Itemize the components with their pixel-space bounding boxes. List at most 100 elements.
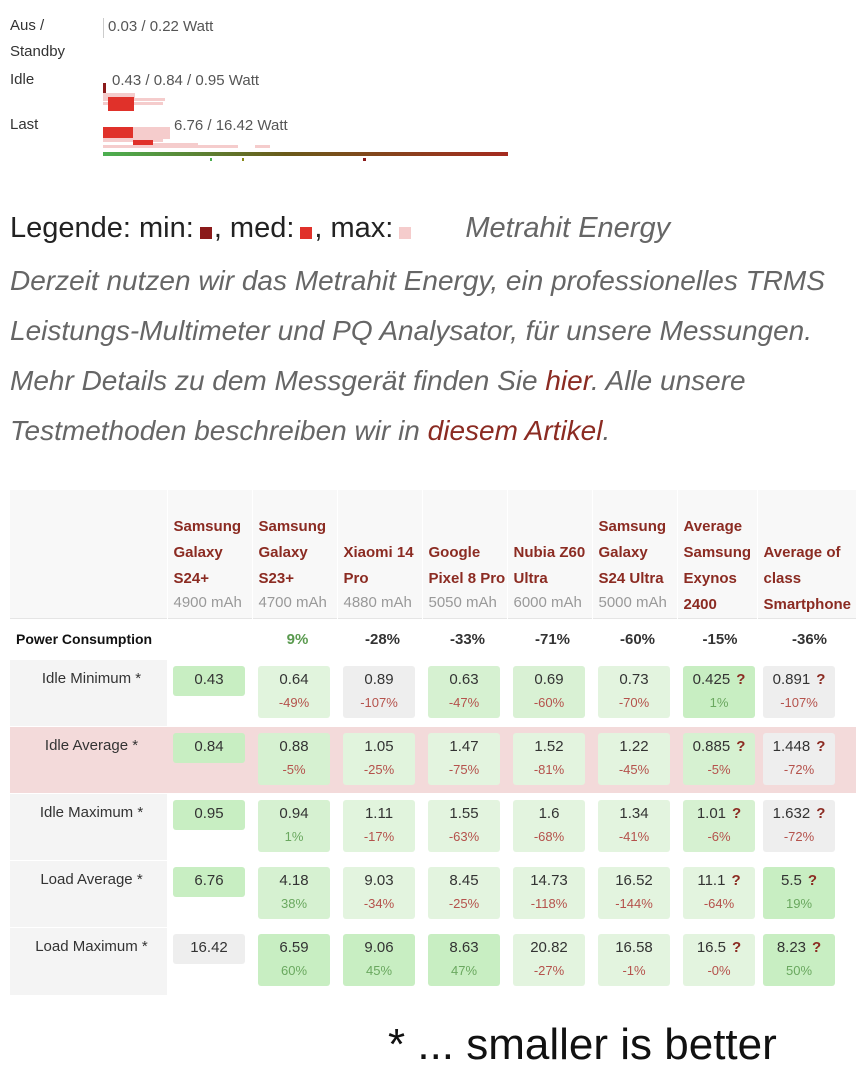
value-box: 0.84 [173, 733, 245, 763]
value-line: 8.63 [428, 938, 500, 960]
value-box: 0.69 -60% [513, 666, 585, 718]
data-cell: 1.448? -72% [757, 726, 856, 794]
data-cell: 11.1? -64% [677, 860, 757, 928]
summary-cell: -71% [507, 618, 592, 660]
diff: -47% [448, 695, 480, 710]
flag[interactable]: ? [807, 872, 818, 889]
value: 6.59 [279, 939, 309, 956]
data-cell: 1.22 -45% [592, 726, 677, 794]
standby-bar [103, 18, 104, 38]
power-bars [103, 83, 508, 161]
flag[interactable]: ? [732, 939, 742, 956]
value-box: 1.55 -63% [428, 800, 500, 852]
flag[interactable]: ? [812, 939, 822, 956]
diff: -107% [780, 695, 818, 710]
power-label: Idle [10, 71, 35, 88]
value: 0.425 [692, 671, 731, 688]
column-name[interactable]: Average of class Smartphone [763, 544, 852, 613]
value-line: 0.891? [763, 670, 835, 692]
value-line: 9.03 [343, 871, 415, 893]
column-name[interactable]: Nubia Z60 Ultra [513, 544, 586, 587]
value-box: 0.95 [173, 800, 245, 830]
value-line: 0.69 [513, 670, 585, 692]
value: 0.94 [279, 805, 309, 822]
power-label: Aus / Standby [10, 17, 66, 60]
data-cell: 8.63 47% [422, 927, 507, 995]
legend-swatch [199, 227, 212, 239]
value-line: 20.82 [513, 938, 585, 960]
flag[interactable]: ? [732, 805, 742, 822]
column-name[interactable]: Samsung Galaxy S24+ [173, 518, 242, 587]
value-line: 8.45 [428, 871, 500, 893]
column-name[interactable]: Xiaomi 14 Pro [343, 544, 414, 587]
diff: -45% [618, 762, 650, 777]
diff: 38% [280, 896, 308, 911]
diff: 1% [709, 695, 729, 710]
value-line: 1.01? [683, 804, 755, 826]
value-line: 6.76 [173, 871, 245, 893]
value-line: 0.88 [258, 737, 330, 759]
value-box: 1.01? -6% [683, 800, 755, 852]
header-cell: Google Pixel 8 Pro 5050 mAh [422, 490, 508, 619]
column-name[interactable]: Google Pixel 8 Pro [428, 544, 506, 587]
value-line: 1.05 [343, 737, 415, 759]
diff: -17% [363, 829, 395, 844]
data-cell: 1.55 -63% [422, 793, 507, 861]
summary-value: -71% [534, 630, 571, 648]
power-value: 0.43 / 0.84 / 0.95 Watt [112, 72, 260, 89]
value-box: 5.5? 19% [763, 867, 835, 919]
summary-cell: -36% [757, 618, 856, 660]
value-line: 0.885? [683, 737, 755, 759]
row-label: Load Maximum * [10, 927, 167, 995]
data-cell: 0.69 -60% [507, 659, 592, 727]
value-box: 4.18 38% [258, 867, 330, 919]
value-box: 0.88 -5% [258, 733, 330, 785]
header-cell: Average of class Smartphone [757, 490, 856, 619]
text: . [602, 415, 611, 446]
diff: -5% [282, 762, 306, 777]
flag[interactable]: ? [736, 738, 746, 755]
header-cell: Average Samsung Exynos 2400 [677, 490, 758, 619]
diff: -60% [533, 695, 565, 710]
data-cell: 6.59 60% [252, 927, 337, 995]
data-cell: 16.5? -0% [677, 927, 757, 995]
data-cell: 0.89 -107% [337, 659, 422, 727]
value-box: 1.22 -45% [598, 733, 670, 785]
link[interactable]: diesem Artikel [427, 415, 603, 446]
flag[interactable]: ? [731, 872, 741, 889]
legend-med: , med: [213, 212, 295, 244]
column-name[interactable]: Samsung Galaxy S23+ [258, 518, 327, 587]
link[interactable]: hier [545, 365, 592, 396]
value: 0.69 [534, 671, 564, 688]
flag[interactable]: ? [736, 671, 746, 688]
flag[interactable]: ? [816, 671, 826, 688]
data-cell: 16.42 [167, 927, 252, 995]
value: 0.885 [692, 738, 731, 755]
value: 1.6 [538, 805, 560, 822]
value-line: 16.5? [683, 938, 755, 960]
value-box: 0.43 [173, 666, 245, 696]
value: 11.1 [697, 872, 726, 889]
flag[interactable]: ? [816, 805, 826, 822]
value: 0.89 [364, 671, 394, 688]
value-line: 0.73 [598, 670, 670, 692]
value: 1.632 [772, 805, 811, 822]
flag[interactable]: ? [816, 738, 826, 755]
column-name[interactable]: Average Samsung Exynos 2400 [683, 518, 752, 613]
header-cell: Xiaomi 14 Pro 4880 mAh [337, 490, 423, 619]
value: 1.22 [619, 738, 649, 755]
data-cell: 9.06 45% [337, 927, 422, 995]
value-box: 6.59 60% [258, 934, 330, 986]
value: 1.448 [772, 738, 811, 755]
data-cell: 5.5? 19% [757, 860, 856, 928]
data-cell: 1.05 -25% [337, 726, 422, 794]
data-cell: 0.425? 1% [677, 659, 757, 727]
diff: -118% [530, 896, 568, 911]
header-cell: Samsung Galaxy S23+ 4700 mAh [252, 490, 338, 619]
data-cell: 0.891? -107% [757, 659, 856, 727]
value-line: 0.43 [173, 670, 245, 692]
value: 1.05 [364, 738, 394, 755]
value: 8.23 [776, 939, 807, 956]
value-line: 14.73 [513, 871, 585, 893]
column-name[interactable]: Samsung Galaxy S24 Ultra [598, 518, 667, 587]
